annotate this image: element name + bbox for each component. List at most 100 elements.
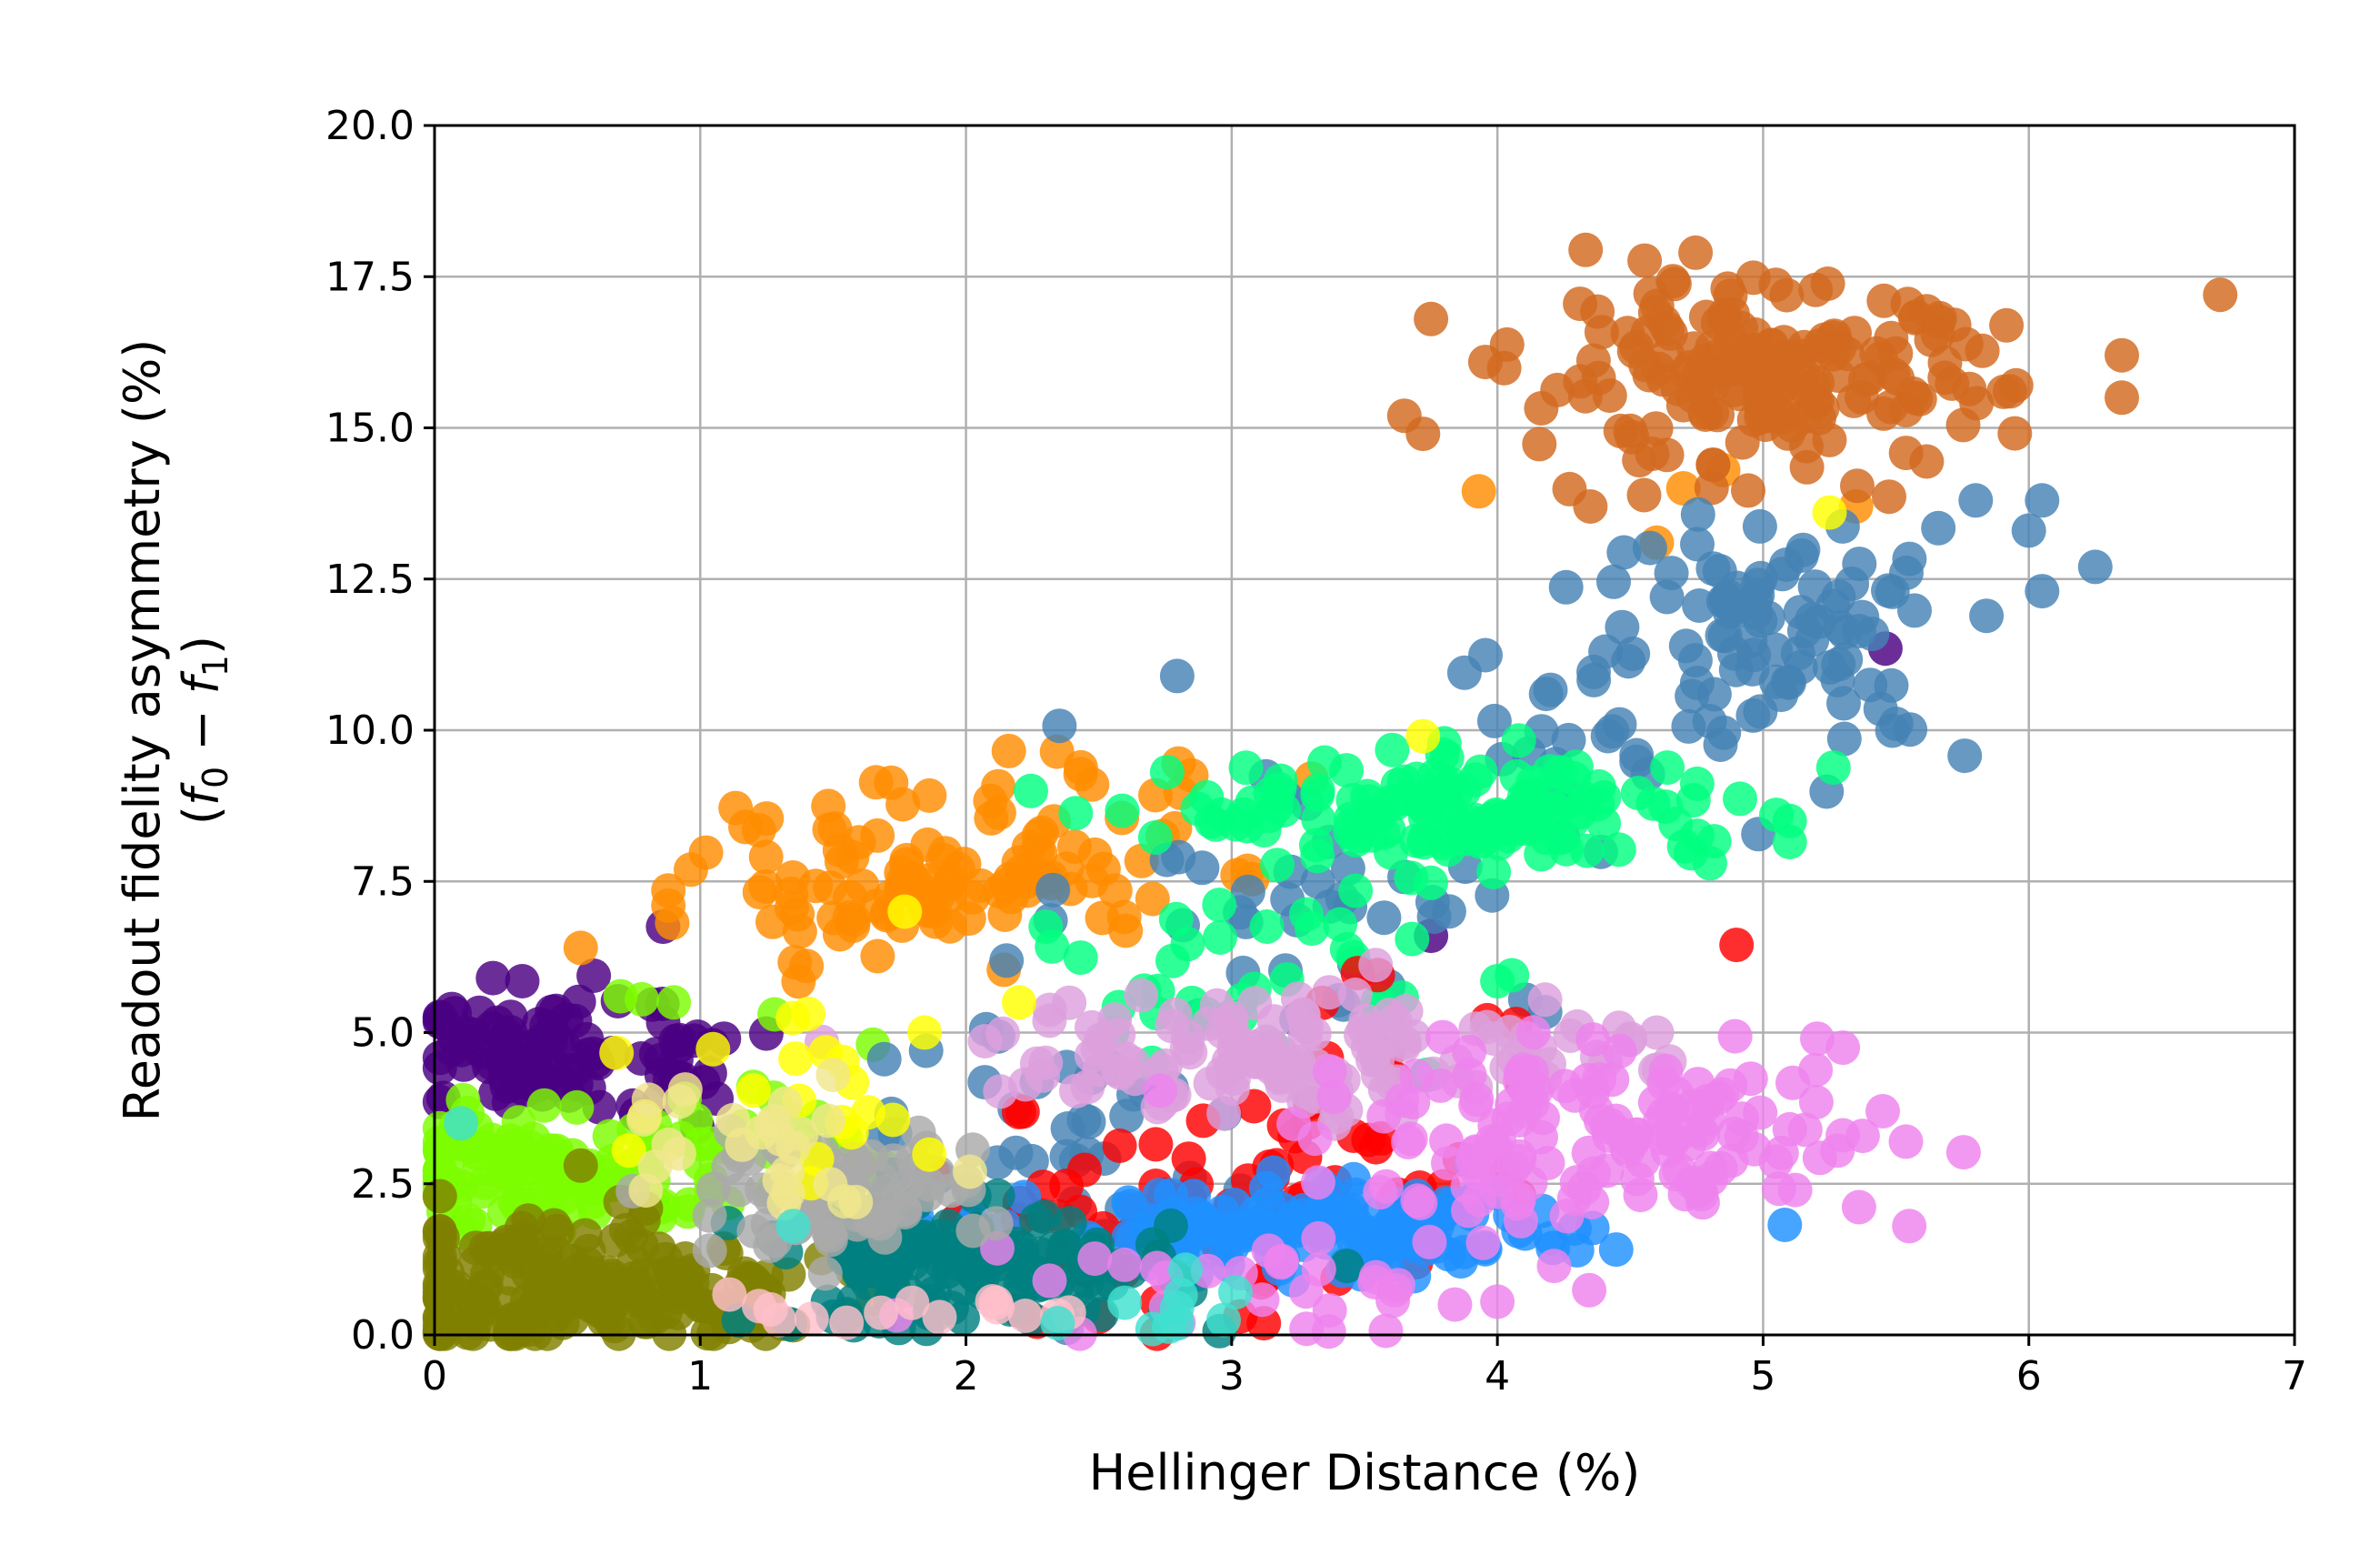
data-point <box>1515 1015 1551 1050</box>
data-point <box>1075 863 1110 898</box>
data-point <box>1841 1189 1876 1225</box>
data-point <box>1312 1054 1347 1089</box>
data-point <box>576 958 612 993</box>
data-point <box>2105 380 2139 416</box>
data-point <box>1375 732 1410 767</box>
data-point <box>1680 497 1715 532</box>
data-point <box>951 901 986 937</box>
data-point <box>1077 1241 1113 1277</box>
data-point <box>1733 1061 1768 1097</box>
data-point <box>1743 1095 1778 1130</box>
data-point <box>1878 336 1914 371</box>
data-point <box>692 1233 727 1269</box>
data-point <box>1267 1042 1303 1078</box>
data-point <box>1654 556 1689 591</box>
data-point <box>485 1046 521 1081</box>
data-point <box>1058 796 1094 831</box>
data-point <box>1786 329 1822 365</box>
data-point <box>1265 1068 1300 1103</box>
data-point <box>864 1295 899 1330</box>
data-point <box>1761 1171 1796 1207</box>
data-point <box>1533 672 1568 707</box>
data-point <box>1720 593 1755 627</box>
data-point <box>1214 1048 1249 1084</box>
data-point <box>1143 1073 1178 1109</box>
data-point <box>1460 1155 1495 1190</box>
data-point <box>1619 737 1655 773</box>
data-point <box>688 835 724 870</box>
data-point <box>1109 1099 1145 1134</box>
data-point <box>1300 838 1335 874</box>
data-point <box>1289 897 1324 932</box>
data-point <box>1741 369 1776 405</box>
data-point <box>1476 855 1512 889</box>
data-point <box>1997 416 2033 451</box>
data-point <box>1847 362 1883 397</box>
data-point <box>505 964 540 998</box>
data-point <box>1018 1203 1054 1239</box>
data-point <box>1958 483 1994 518</box>
formula-sub-0: 0 <box>195 767 235 788</box>
data-point <box>1998 367 2034 403</box>
data-point <box>780 897 815 932</box>
data-point <box>1301 1220 1336 1256</box>
data-point <box>1563 286 1598 322</box>
data-point <box>1191 1006 1226 1041</box>
data-point <box>1462 1182 1497 1218</box>
data-point <box>425 1220 460 1256</box>
data-point <box>822 917 857 952</box>
data-point <box>539 1213 575 1249</box>
data-point <box>1845 599 1880 635</box>
data-point <box>933 863 968 898</box>
data-point <box>1035 872 1071 908</box>
data-point <box>1137 820 1173 855</box>
data-point <box>1888 393 1924 427</box>
data-point <box>1258 789 1294 825</box>
formula-sub-1: 1 <box>195 655 235 677</box>
data-point <box>1480 964 1515 998</box>
data-point <box>1573 489 1608 524</box>
data-point <box>422 1153 457 1189</box>
data-point <box>1414 865 1448 900</box>
data-point <box>459 1136 495 1171</box>
data-point <box>1922 300 1957 336</box>
data-point <box>1695 447 1731 483</box>
data-point <box>1014 773 1048 808</box>
data-point <box>735 1073 771 1109</box>
data-point <box>1300 773 1335 808</box>
data-point <box>1366 900 1402 936</box>
data-point <box>492 1260 527 1296</box>
data-point <box>1947 738 1983 774</box>
data-point <box>1249 909 1285 944</box>
data-point <box>907 1015 943 1050</box>
data-point <box>1680 1067 1715 1102</box>
data-point <box>1650 750 1685 786</box>
data-point <box>1735 260 1771 296</box>
data-point <box>1888 1124 1924 1159</box>
x-tick-label: 3 <box>1219 1353 1245 1399</box>
data-point <box>2203 277 2238 313</box>
data-point <box>692 1198 727 1233</box>
x-tick-label: 4 <box>1485 1353 1510 1399</box>
data-point <box>1105 793 1140 828</box>
data-point <box>1139 1250 1175 1286</box>
data-point <box>1620 776 1655 810</box>
data-point <box>1107 1247 1142 1282</box>
data-point <box>1580 787 1615 822</box>
data-point <box>1377 1272 1413 1308</box>
data-point <box>728 809 763 845</box>
data-point <box>952 1154 987 1189</box>
data-point <box>1723 781 1757 817</box>
data-point <box>1875 713 1910 748</box>
y-tick-label: 12.5 <box>325 557 415 603</box>
data-point <box>1825 1118 1861 1153</box>
data-point <box>1032 1263 1067 1299</box>
data-point <box>1070 1069 1105 1105</box>
data-point <box>541 1276 576 1311</box>
data-point <box>1334 1192 1369 1228</box>
data-point <box>860 938 895 974</box>
data-point <box>1260 848 1295 883</box>
formula-minus: − <box>173 694 230 767</box>
data-point <box>1300 864 1335 899</box>
data-point <box>807 1256 843 1291</box>
